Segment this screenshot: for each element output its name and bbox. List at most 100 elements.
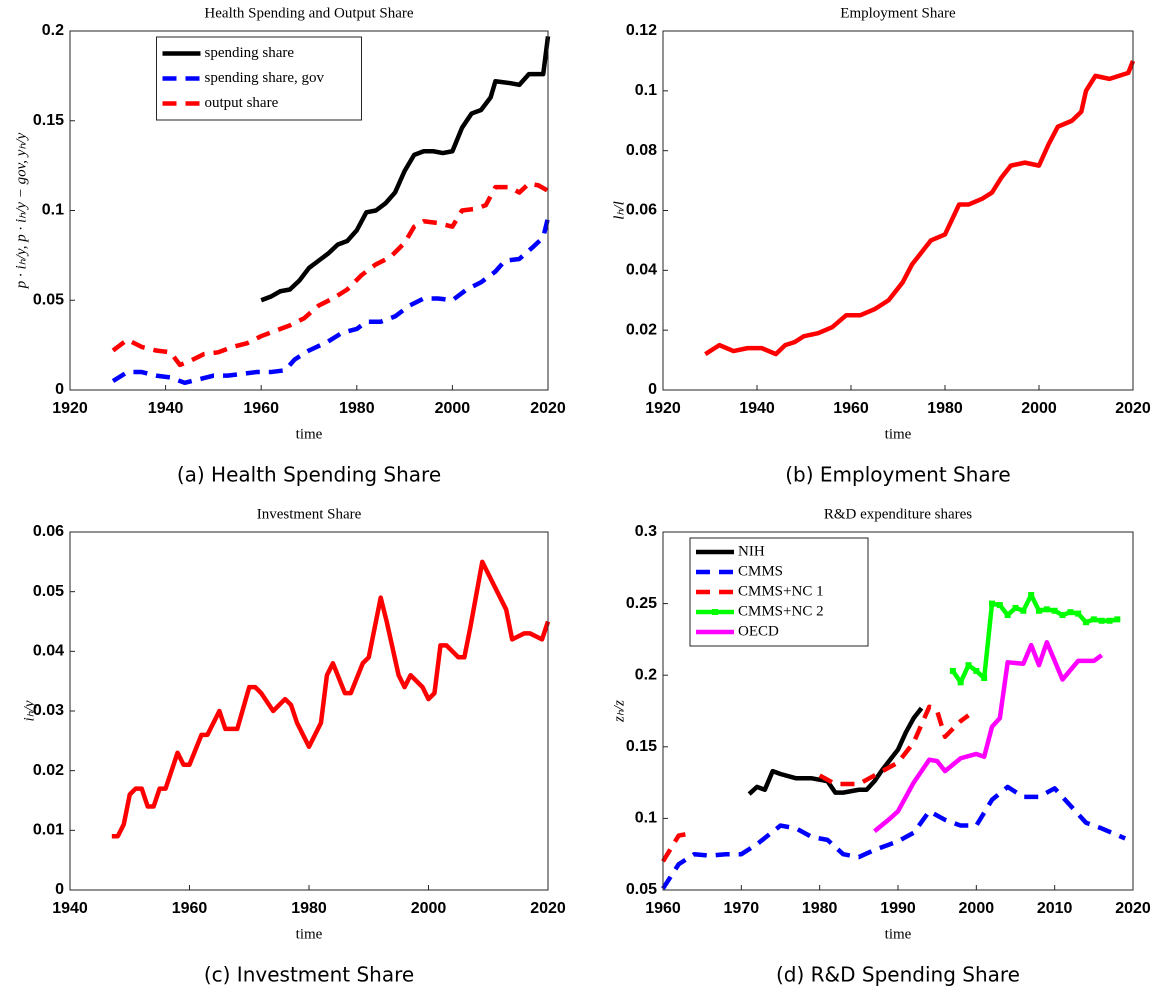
x-tick-label: 1960	[645, 900, 681, 917]
chart-title: Investment Share	[257, 506, 362, 522]
chart-title: R&D expenditure shares	[824, 506, 972, 522]
legend-label: output share	[205, 95, 279, 111]
y-tick-label: 0.3	[635, 523, 657, 540]
data-line	[111, 559, 551, 839]
x-tick-label: 1980	[291, 900, 327, 917]
data-point	[1098, 617, 1105, 624]
y-axis-label: p · iₕ/y, p · iₕ/y − gov, yₕ/y	[13, 132, 29, 289]
x-tick-label: 2010	[1037, 900, 1073, 917]
axes-box	[69, 531, 549, 891]
y-tick-label: 0.1	[635, 82, 657, 99]
y-tick-label: 0.12	[626, 22, 657, 39]
x-tick-label: 1980	[802, 900, 838, 917]
x-tick-label: 1920	[52, 400, 88, 417]
y-tick-label: 0.05	[33, 583, 64, 600]
caption: (d) R&D Spending Share	[776, 963, 1020, 987]
y-tick-label: 0.04	[33, 643, 64, 660]
y-tick-label: 0	[55, 881, 64, 898]
data-line	[873, 640, 1103, 834]
data-point	[1106, 617, 1113, 624]
x-tick-label: 1990	[880, 900, 916, 917]
data-point	[1067, 609, 1074, 616]
axes-box	[662, 30, 1134, 391]
x-tick-label: 1970	[724, 900, 760, 917]
data-line	[950, 592, 1118, 685]
data-point	[965, 662, 972, 669]
data-point	[1075, 610, 1082, 617]
y-axis-label: iₕ/y	[21, 700, 37, 721]
data-point	[1059, 612, 1066, 619]
data-line	[111, 181, 550, 368]
y-tick-label: 0.1	[42, 202, 64, 219]
legend-label: CMMS+NC 1	[738, 583, 824, 599]
data-line	[704, 60, 1136, 357]
chart-title: Health Spending and Output Share	[204, 5, 413, 21]
legend-marker	[712, 609, 718, 615]
data-line	[747, 706, 924, 796]
legend-label: CMMS+NC 2	[738, 603, 824, 619]
y-tick-label: 0.02	[33, 762, 64, 779]
y-tick-label: 0.15	[626, 738, 657, 755]
y-tick-label: 0.02	[626, 321, 657, 338]
legend-label: NIH	[738, 543, 765, 559]
y-tick-label: 0.06	[626, 202, 657, 219]
x-tick-label: 2000	[959, 900, 995, 917]
data-point	[1090, 616, 1097, 623]
x-tick-label: 1980	[339, 400, 375, 417]
data-point	[981, 675, 988, 682]
data-point	[973, 667, 980, 674]
y-tick-label: 0.08	[626, 142, 657, 159]
data-point	[989, 600, 995, 607]
x-tick-label: 1960	[172, 900, 208, 917]
x-tick-label: 2020	[1115, 400, 1151, 417]
y-tick-label: 0.01	[33, 822, 64, 839]
x-axis-label: time	[296, 426, 323, 442]
x-axis-label: time	[885, 426, 912, 442]
data-point	[1020, 607, 1027, 614]
legend-label: spending share, gov	[205, 70, 325, 86]
data-point	[1036, 607, 1042, 614]
x-tick-label: 1960	[833, 400, 869, 417]
y-tick-label: 0.2	[635, 666, 657, 683]
data-point	[1083, 619, 1089, 626]
y-tick-label: 0.06	[33, 523, 64, 540]
x-axis-label: time	[296, 926, 323, 942]
y-tick-label: 0	[55, 381, 64, 398]
caption: (b) Employment Share	[785, 463, 1010, 487]
caption: (a) Health Spending Share	[177, 463, 441, 487]
y-axis-label: lₕ/l	[611, 201, 627, 220]
x-tick-label: 2000	[435, 400, 471, 417]
legend-label: spending share	[205, 45, 295, 61]
plot-area	[663, 31, 1133, 390]
data-point	[1043, 606, 1050, 613]
data-point	[957, 679, 964, 686]
data-point	[996, 602, 1003, 609]
y-tick-label: 0	[648, 381, 657, 398]
data-point	[1012, 604, 1019, 611]
x-tick-label: 1940	[739, 400, 775, 417]
data-line	[260, 36, 551, 303]
legend-label: CMMS	[738, 563, 783, 579]
legend-label: OECD	[738, 623, 779, 639]
data-point	[1028, 592, 1035, 599]
y-tick-label: 0.04	[626, 262, 657, 279]
axes-box	[662, 531, 1134, 891]
data-point	[1051, 607, 1058, 614]
x-tick-label: 1940	[52, 900, 88, 917]
x-tick-label: 2020	[530, 400, 566, 417]
x-tick-label: 2020	[1115, 900, 1151, 917]
data-line	[661, 704, 970, 863]
y-tick-label: 0.25	[626, 595, 657, 612]
x-axis-label: time	[885, 926, 912, 942]
y-tick-label: 0.2	[42, 22, 64, 39]
x-tick-label: 1920	[645, 400, 681, 417]
data-line	[111, 217, 551, 386]
y-tick-label: 0.05	[33, 291, 64, 308]
plot-area	[70, 532, 548, 890]
x-tick-label: 2020	[530, 900, 566, 917]
data-point	[1114, 616, 1121, 623]
x-tick-label: 1960	[243, 400, 279, 417]
x-tick-label: 1940	[148, 400, 184, 417]
data-point	[949, 667, 956, 674]
